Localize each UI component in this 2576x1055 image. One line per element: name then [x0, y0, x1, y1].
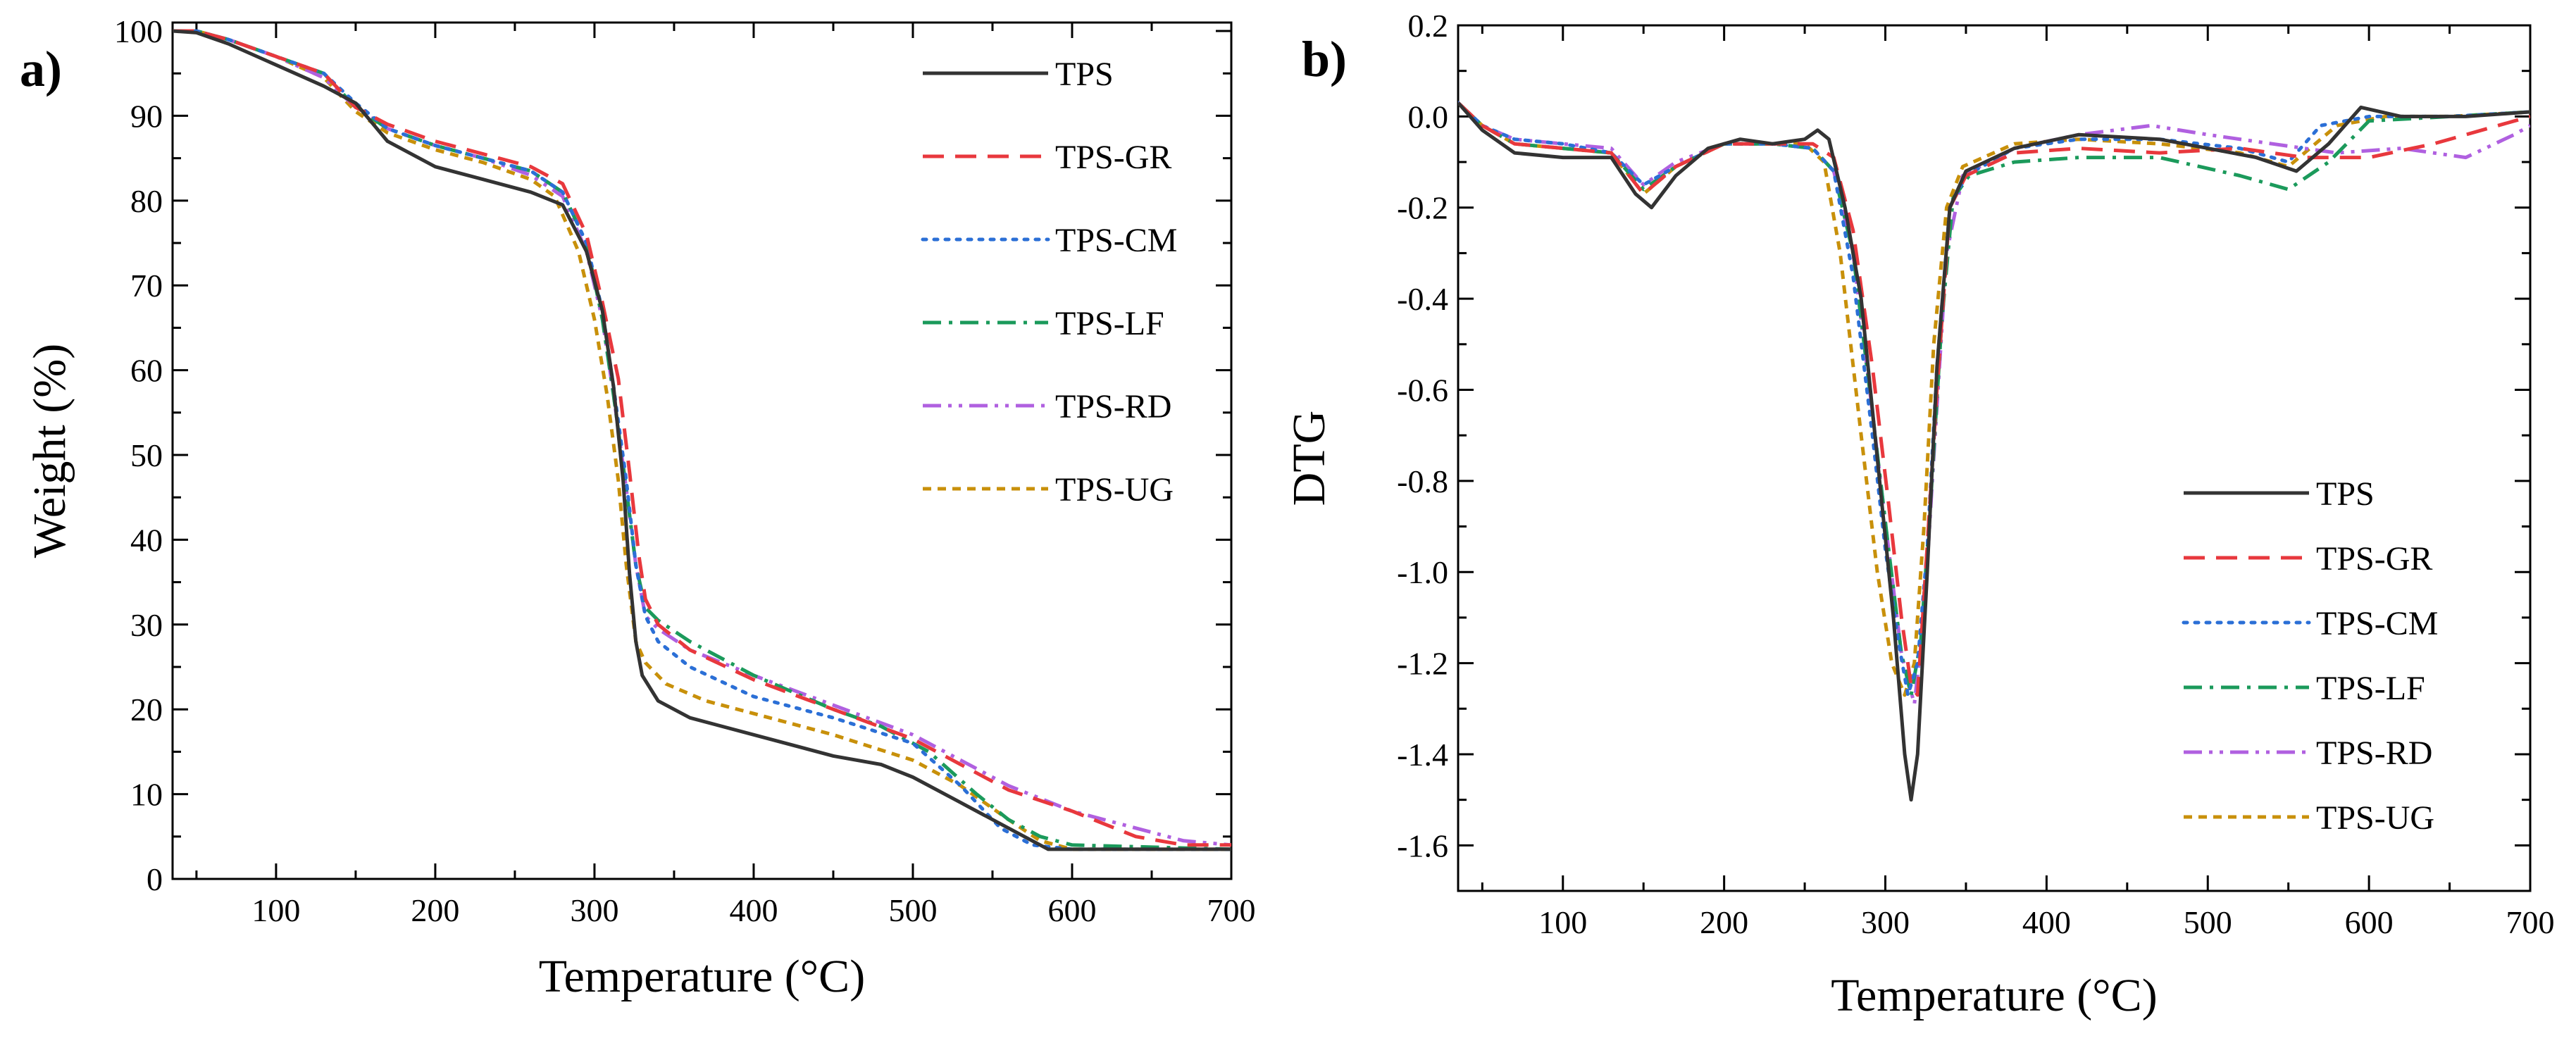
x-tick-label: 100	[1538, 904, 1587, 940]
x-tick-label: 300	[570, 892, 618, 928]
series-line-tps-gr	[173, 29, 1231, 847]
x-axis-label: Temperature (°C)	[539, 951, 865, 1002]
x-tick-label: 100	[251, 892, 300, 928]
chart-weight: 100 200 300 400 500 600 700 0 10 20 30 40 50 60 70 80 90…	[24, 13, 1256, 1002]
series-line-tps	[1458, 101, 2530, 802]
y-tick-label: -1.4	[1397, 737, 1448, 773]
series-group	[1458, 101, 2530, 802]
series-line-tps	[173, 29, 1231, 851]
legend-label: TPS	[2316, 475, 2375, 513]
y-tick-label: -0.8	[1397, 463, 1448, 499]
x-tick-label: 400	[2022, 904, 2071, 940]
x-tick-label: 200	[1700, 904, 1748, 940]
x-tick-label: 300	[1861, 904, 1910, 940]
y-axis-label: Weight (%)	[24, 344, 75, 558]
x-tick-label: 700	[1207, 892, 1256, 928]
chart-dtg: 100 200 300 400 500 600 700 0.2 0.0 -0.2 -0.4 -0.6 -…	[1283, 8, 2555, 1021]
legend-label: TPS-CM	[1055, 222, 1177, 259]
y-tick-label: 100	[114, 13, 163, 49]
y-tick-label: 30	[130, 607, 163, 643]
y-tick-label: 50	[130, 437, 163, 473]
x-tick-label: 600	[2345, 904, 2394, 940]
y-tick-label: 60	[130, 353, 163, 389]
y-tick-label: -1.6	[1397, 828, 1448, 863]
legend-label: TPS-GR	[2316, 540, 2432, 578]
y-tick-label: -1.2	[1397, 646, 1448, 682]
y-tick-label: -1.0	[1397, 554, 1448, 590]
legend-label: TPS-UG	[2316, 799, 2434, 837]
legend-label: TPS-CM	[2316, 605, 2438, 642]
legend-label: TPS	[1055, 56, 1114, 93]
legend-label: TPS-GR	[1055, 139, 1171, 176]
series-line-tps-lf	[1458, 101, 2530, 697]
y-tick-label: -0.2	[1397, 190, 1448, 226]
legend-label: TPS-LF	[2316, 670, 2425, 707]
series-line-tps-gr	[1458, 101, 2530, 697]
legend: TPS TPS-GR TPS-CM TPS-LF TPS-RD TPS-UG	[2182, 475, 2438, 837]
legend-label: TPS-UG	[1055, 471, 1174, 508]
y-tick-label: 70	[130, 268, 163, 304]
x-tick-label: 200	[411, 892, 459, 928]
y-tick-label: 0.0	[1408, 99, 1449, 135]
x-tick-label: 500	[2184, 904, 2232, 940]
y-tick-label: -0.6	[1397, 372, 1448, 408]
series-line-tps-rd	[173, 29, 1231, 847]
legend-label: TPS-LF	[1055, 305, 1164, 342]
y-tick-label: -0.4	[1397, 281, 1448, 317]
y-tick-label: 20	[130, 692, 163, 728]
y-tick-label: 0.2	[1408, 8, 1449, 44]
x-tick-label: 500	[888, 892, 937, 928]
y-tick-label: 0	[147, 861, 163, 897]
y-tick-label: 80	[130, 183, 163, 219]
x-tick-label: 700	[2506, 904, 2555, 940]
plot-frame	[1457, 24, 2532, 892]
x-axis-label: Temperature (°C)	[1831, 970, 2157, 1021]
legend-label: TPS-RD	[2316, 735, 2432, 772]
legend-label: TPS-RD	[1055, 388, 1171, 425]
y-tick-label: 90	[130, 98, 163, 134]
plot-frame	[171, 21, 1233, 880]
panel-a-label: a)	[20, 41, 62, 97]
series-group	[173, 29, 1231, 851]
panel-b-label: b)	[1302, 31, 1347, 87]
y-tick-label: 10	[130, 777, 163, 813]
x-tick-label: 400	[729, 892, 778, 928]
x-tick-label: 600	[1047, 892, 1096, 928]
legend: TPS TPS-GR TPS-CM TPS-LF TPS-RD TPS-UG	[921, 56, 1177, 508]
y-tick-label: 40	[130, 522, 163, 558]
y-axis-label: DTG	[1283, 411, 1335, 506]
